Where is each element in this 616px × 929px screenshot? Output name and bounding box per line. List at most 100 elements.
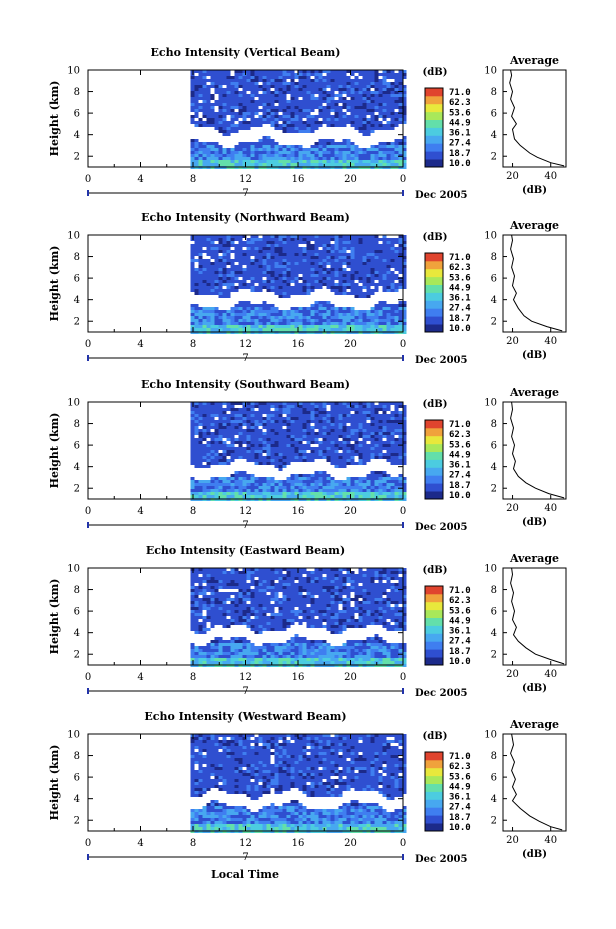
heatmap-cell — [342, 274, 347, 277]
heatmap-cell — [302, 85, 307, 88]
avg-y-tick-label: 10 — [484, 398, 497, 409]
heatmap-cell — [302, 438, 307, 441]
heatmap-cell — [306, 426, 311, 429]
heatmap-cell — [394, 85, 399, 88]
heatmap-cell — [326, 160, 331, 163]
heatmap-cell — [350, 459, 355, 462]
heatmap-cell — [386, 241, 391, 244]
heatmap-cell — [354, 402, 359, 405]
heatmap-cell — [350, 577, 355, 580]
heatmap-cell — [370, 453, 375, 456]
heatmap-cell — [282, 85, 287, 88]
heatmap-cell — [190, 157, 195, 160]
heatmap-cell — [202, 88, 207, 91]
heatmap-cell — [238, 301, 243, 304]
heatmap-cell — [402, 480, 407, 483]
heatmap-cell — [202, 277, 207, 280]
heatmap-cell — [258, 304, 263, 307]
heatmap-cell — [210, 405, 215, 408]
heatmap-cell — [346, 145, 351, 148]
heatmap-cell — [282, 289, 287, 292]
heatmap-cell — [314, 426, 319, 429]
heatmap-cell — [246, 112, 251, 115]
heatmap-cell — [338, 325, 343, 328]
heatmap-cell — [374, 405, 379, 408]
heatmap-cell — [290, 121, 295, 124]
heatmap-cell — [202, 250, 207, 253]
heatmap-cell — [274, 319, 279, 322]
heatmap-cell — [274, 280, 279, 283]
heatmap-cell — [346, 411, 351, 414]
heatmap-cell — [334, 459, 339, 462]
heatmap-cell — [290, 420, 295, 423]
heatmap-cell — [338, 121, 343, 124]
heatmap-cell — [362, 423, 367, 426]
heatmap-cell — [210, 408, 215, 411]
heatmap-cell — [394, 268, 399, 271]
heatmap-cell — [354, 447, 359, 450]
heatmap-cell — [318, 121, 323, 124]
heatmap-cell — [370, 408, 375, 411]
heatmap-cell — [322, 580, 327, 583]
heatmap-cell — [222, 106, 227, 109]
heatmap-cell — [218, 73, 223, 76]
heatmap-cell — [258, 238, 263, 241]
heatmap-cell — [230, 450, 235, 453]
heatmap-cell — [222, 574, 227, 577]
heatmap-cell — [230, 151, 235, 154]
heatmap-cell — [246, 88, 251, 91]
heatmap-cell — [262, 265, 267, 268]
heatmap-cell — [306, 316, 311, 319]
heatmap-cell — [190, 82, 195, 85]
heatmap-cell — [330, 94, 335, 97]
heatmap-cell — [350, 307, 355, 310]
heatmap-cell — [386, 453, 391, 456]
heatmap-cell — [378, 429, 383, 432]
avg-y-tick-label: 4 — [491, 130, 497, 141]
heatmap-cell — [402, 316, 407, 319]
heatmap-cell — [342, 444, 347, 447]
heatmap-cell — [306, 486, 311, 489]
heatmap-cell — [214, 456, 219, 459]
heatmap-cell — [346, 286, 351, 289]
heatmap-cell — [294, 256, 299, 259]
heatmap-cell — [270, 70, 275, 73]
heatmap-cell — [314, 124, 319, 127]
heatmap-cell — [258, 462, 263, 465]
heatmap-cell — [314, 259, 319, 262]
heatmap-cell — [258, 574, 263, 577]
heatmap-cell — [362, 277, 367, 280]
heatmap-cell — [318, 280, 323, 283]
heatmap-cell — [358, 94, 363, 97]
heatmap-cell — [290, 256, 295, 259]
heatmap-cell — [386, 151, 391, 154]
heatmap-cell — [250, 417, 255, 420]
heatmap-cell — [346, 577, 351, 580]
heatmap-cell — [382, 160, 387, 163]
heatmap-cell — [246, 100, 251, 103]
heatmap-cell — [334, 489, 339, 492]
heatmap-cell — [354, 325, 359, 328]
avg-x-tick-label: 40 — [544, 503, 557, 514]
heatmap-cell — [310, 408, 315, 411]
heatmap-cell — [362, 286, 367, 289]
heatmap-cell — [190, 79, 195, 82]
heatmap-cell — [398, 568, 403, 571]
heatmap-cell — [322, 307, 327, 310]
heatmap-cell — [366, 250, 371, 253]
heatmap-cell — [218, 453, 223, 456]
heatmap-cell — [254, 160, 259, 163]
heatmap-cell — [290, 577, 295, 580]
heatmap-cell — [246, 256, 251, 259]
heatmap-cell — [306, 453, 311, 456]
heatmap-cell — [378, 106, 383, 109]
heatmap-cell — [198, 316, 203, 319]
heatmap-cell — [278, 426, 283, 429]
heatmap-cell — [234, 408, 239, 411]
heatmap-cell — [274, 456, 279, 459]
heatmap-cell — [282, 160, 287, 163]
heatmap-cell — [290, 280, 295, 283]
heatmap-cell — [194, 244, 199, 247]
heatmap-cell — [394, 151, 399, 154]
heatmap-cell — [298, 456, 303, 459]
